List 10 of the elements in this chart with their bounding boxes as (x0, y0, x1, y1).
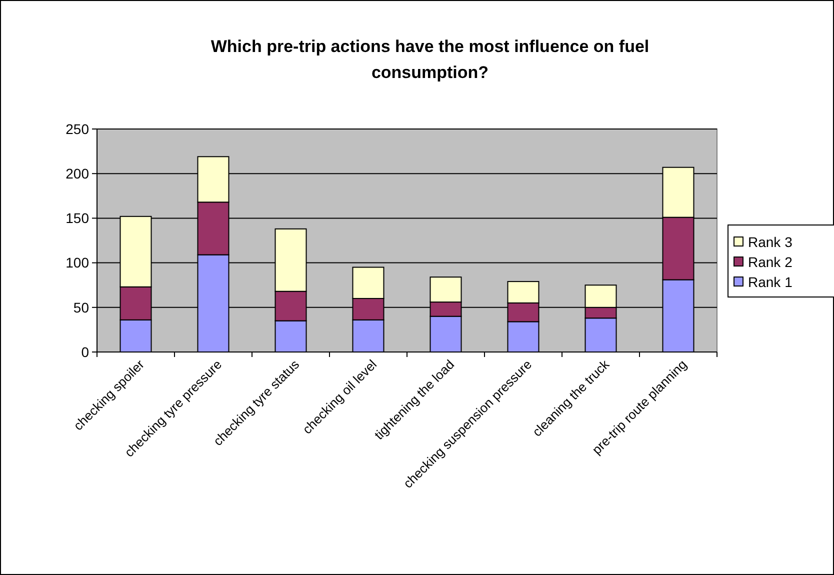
y-tick-label: 150 (66, 210, 90, 226)
y-tick-label: 100 (66, 254, 90, 271)
y-tick-label: 0 (81, 344, 90, 360)
legend-label: Rank 3 (748, 234, 793, 250)
y-tick-label: 250 (66, 120, 90, 137)
chart-title: Which pre-trip actions have the most influence on fuel consumption? (210, 37, 650, 82)
legend-label: Rank 1 (748, 274, 793, 290)
legend-label: Rank 2 (748, 254, 793, 270)
y-tick-label: 50 (73, 299, 90, 316)
y-tick-label: 200 (66, 166, 90, 182)
